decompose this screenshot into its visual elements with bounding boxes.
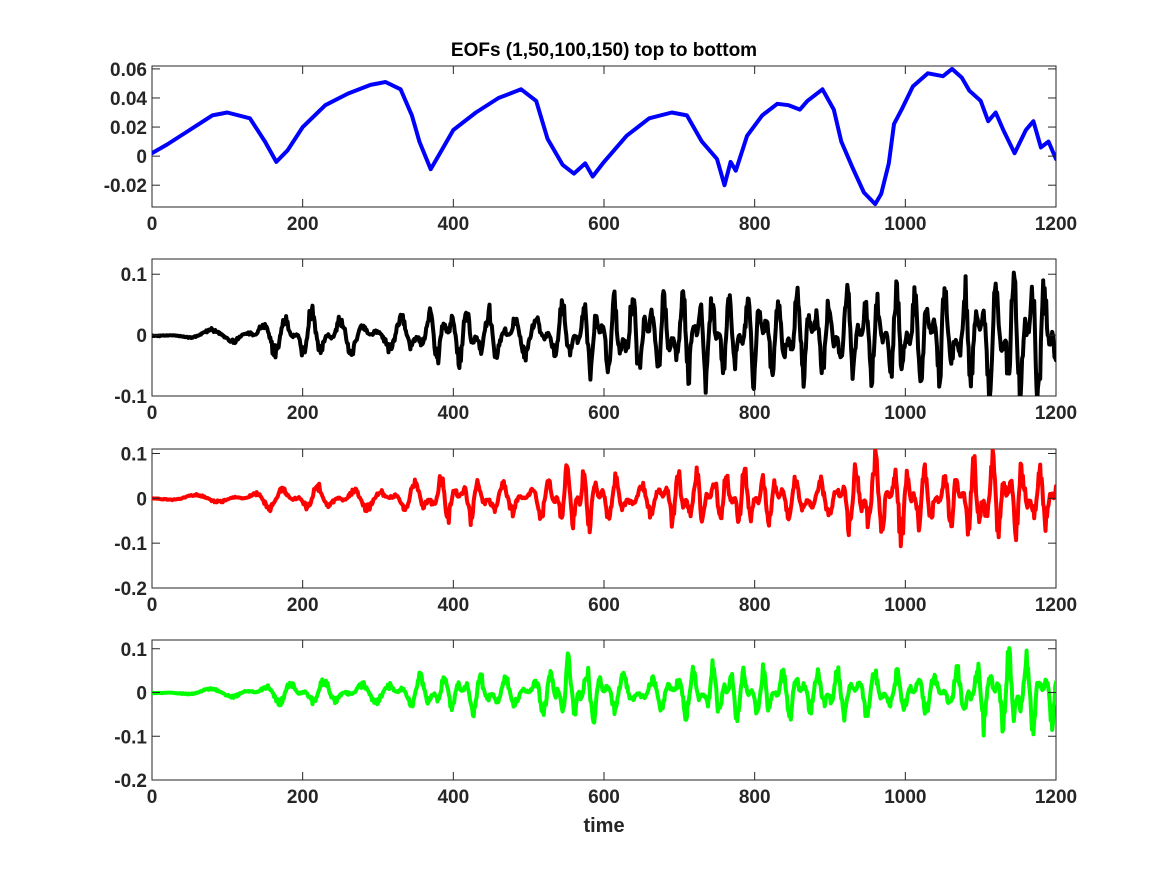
y-tick-label: -0.1: [114, 727, 147, 748]
y-tick-label: 0.04: [110, 89, 147, 110]
x-tick-label: 1200: [1035, 595, 1077, 616]
y-tick-label: 0: [136, 147, 147, 168]
eof-1-panel: EOFs (1,50,100,150) top to bottom 0 200 40…: [104, 40, 1077, 235]
x-tick-label: 600: [588, 214, 620, 235]
x-tick-label: 0: [147, 595, 158, 616]
x-tick-label: 400: [437, 595, 469, 616]
y-tick-label: -0.1: [114, 534, 147, 555]
x-tick-label: 1200: [1035, 403, 1077, 424]
x-tick-label: 1000: [884, 403, 926, 424]
x-tick-label: 600: [588, 595, 620, 616]
y-tick-label: 0.02: [110, 118, 147, 139]
x-tick-label: 0: [147, 403, 158, 424]
x-tick-label: 0: [147, 787, 158, 808]
x-tick-label: 200: [287, 403, 319, 424]
x-tick-label: 800: [739, 214, 771, 235]
x-tick-label: 1200: [1035, 787, 1077, 808]
x-tick-label: 600: [588, 403, 620, 424]
x-tick-label: 800: [739, 403, 771, 424]
y-tick-label: 0: [136, 489, 147, 510]
x-tick-label: 400: [437, 214, 469, 235]
x-tick-label: 1000: [884, 595, 926, 616]
eof-50-panel: 0 200 400 600 800 1000 1200-0.100.1: [114, 258, 1077, 424]
series-line: [152, 646, 1056, 738]
x-tick-label: 200: [287, 787, 319, 808]
series-line: [152, 449, 1056, 549]
x-tick-label: 200: [287, 214, 319, 235]
eof-150-panel: time 0 200 400 600 800 1000 1200 -0.2 -0.1 0 0.1: [114, 639, 1077, 837]
x-tick-label: 200: [287, 595, 319, 616]
x-tick-label: 400: [437, 403, 469, 424]
y-tick-label: 0.1: [121, 265, 148, 286]
y-tick-label: 0: [136, 326, 147, 347]
x-axis-label: time: [583, 815, 624, 837]
y-tick-label: -0.2: [114, 579, 147, 600]
x-tick-label: 0: [147, 214, 158, 235]
x-tick-label: 800: [739, 595, 771, 616]
x-tick-label: 600: [588, 787, 620, 808]
x-tick-label: 1200: [1035, 214, 1077, 235]
y-tick-label: 0.06: [110, 60, 147, 81]
chart-title: EOFs (1,50,100,150) top to bottom: [451, 40, 757, 61]
y-tick-label: -0.1: [114, 387, 147, 408]
eof-100-panel: 0 200 400 600 800 1000 1200 -0.2 -0.1 0 0.1: [114, 444, 1077, 616]
x-tick-label: 400: [437, 787, 469, 808]
series-line: [152, 270, 1056, 396]
y-tick-label: -0.2: [114, 771, 147, 792]
y-tick-label: 0: [136, 684, 147, 705]
plot-area: [151, 639, 1057, 781]
plot-area: [151, 65, 1057, 208]
y-tick-label: 0.1: [121, 444, 148, 465]
y-tick-label: -0.02: [104, 176, 147, 197]
x-tick-label: 1000: [884, 787, 926, 808]
x-tick-label: 1000: [884, 214, 926, 235]
series-line: [152, 66, 1056, 207]
x-tick-label: 800: [739, 787, 771, 808]
y-tick-label: 0.1: [121, 640, 148, 661]
